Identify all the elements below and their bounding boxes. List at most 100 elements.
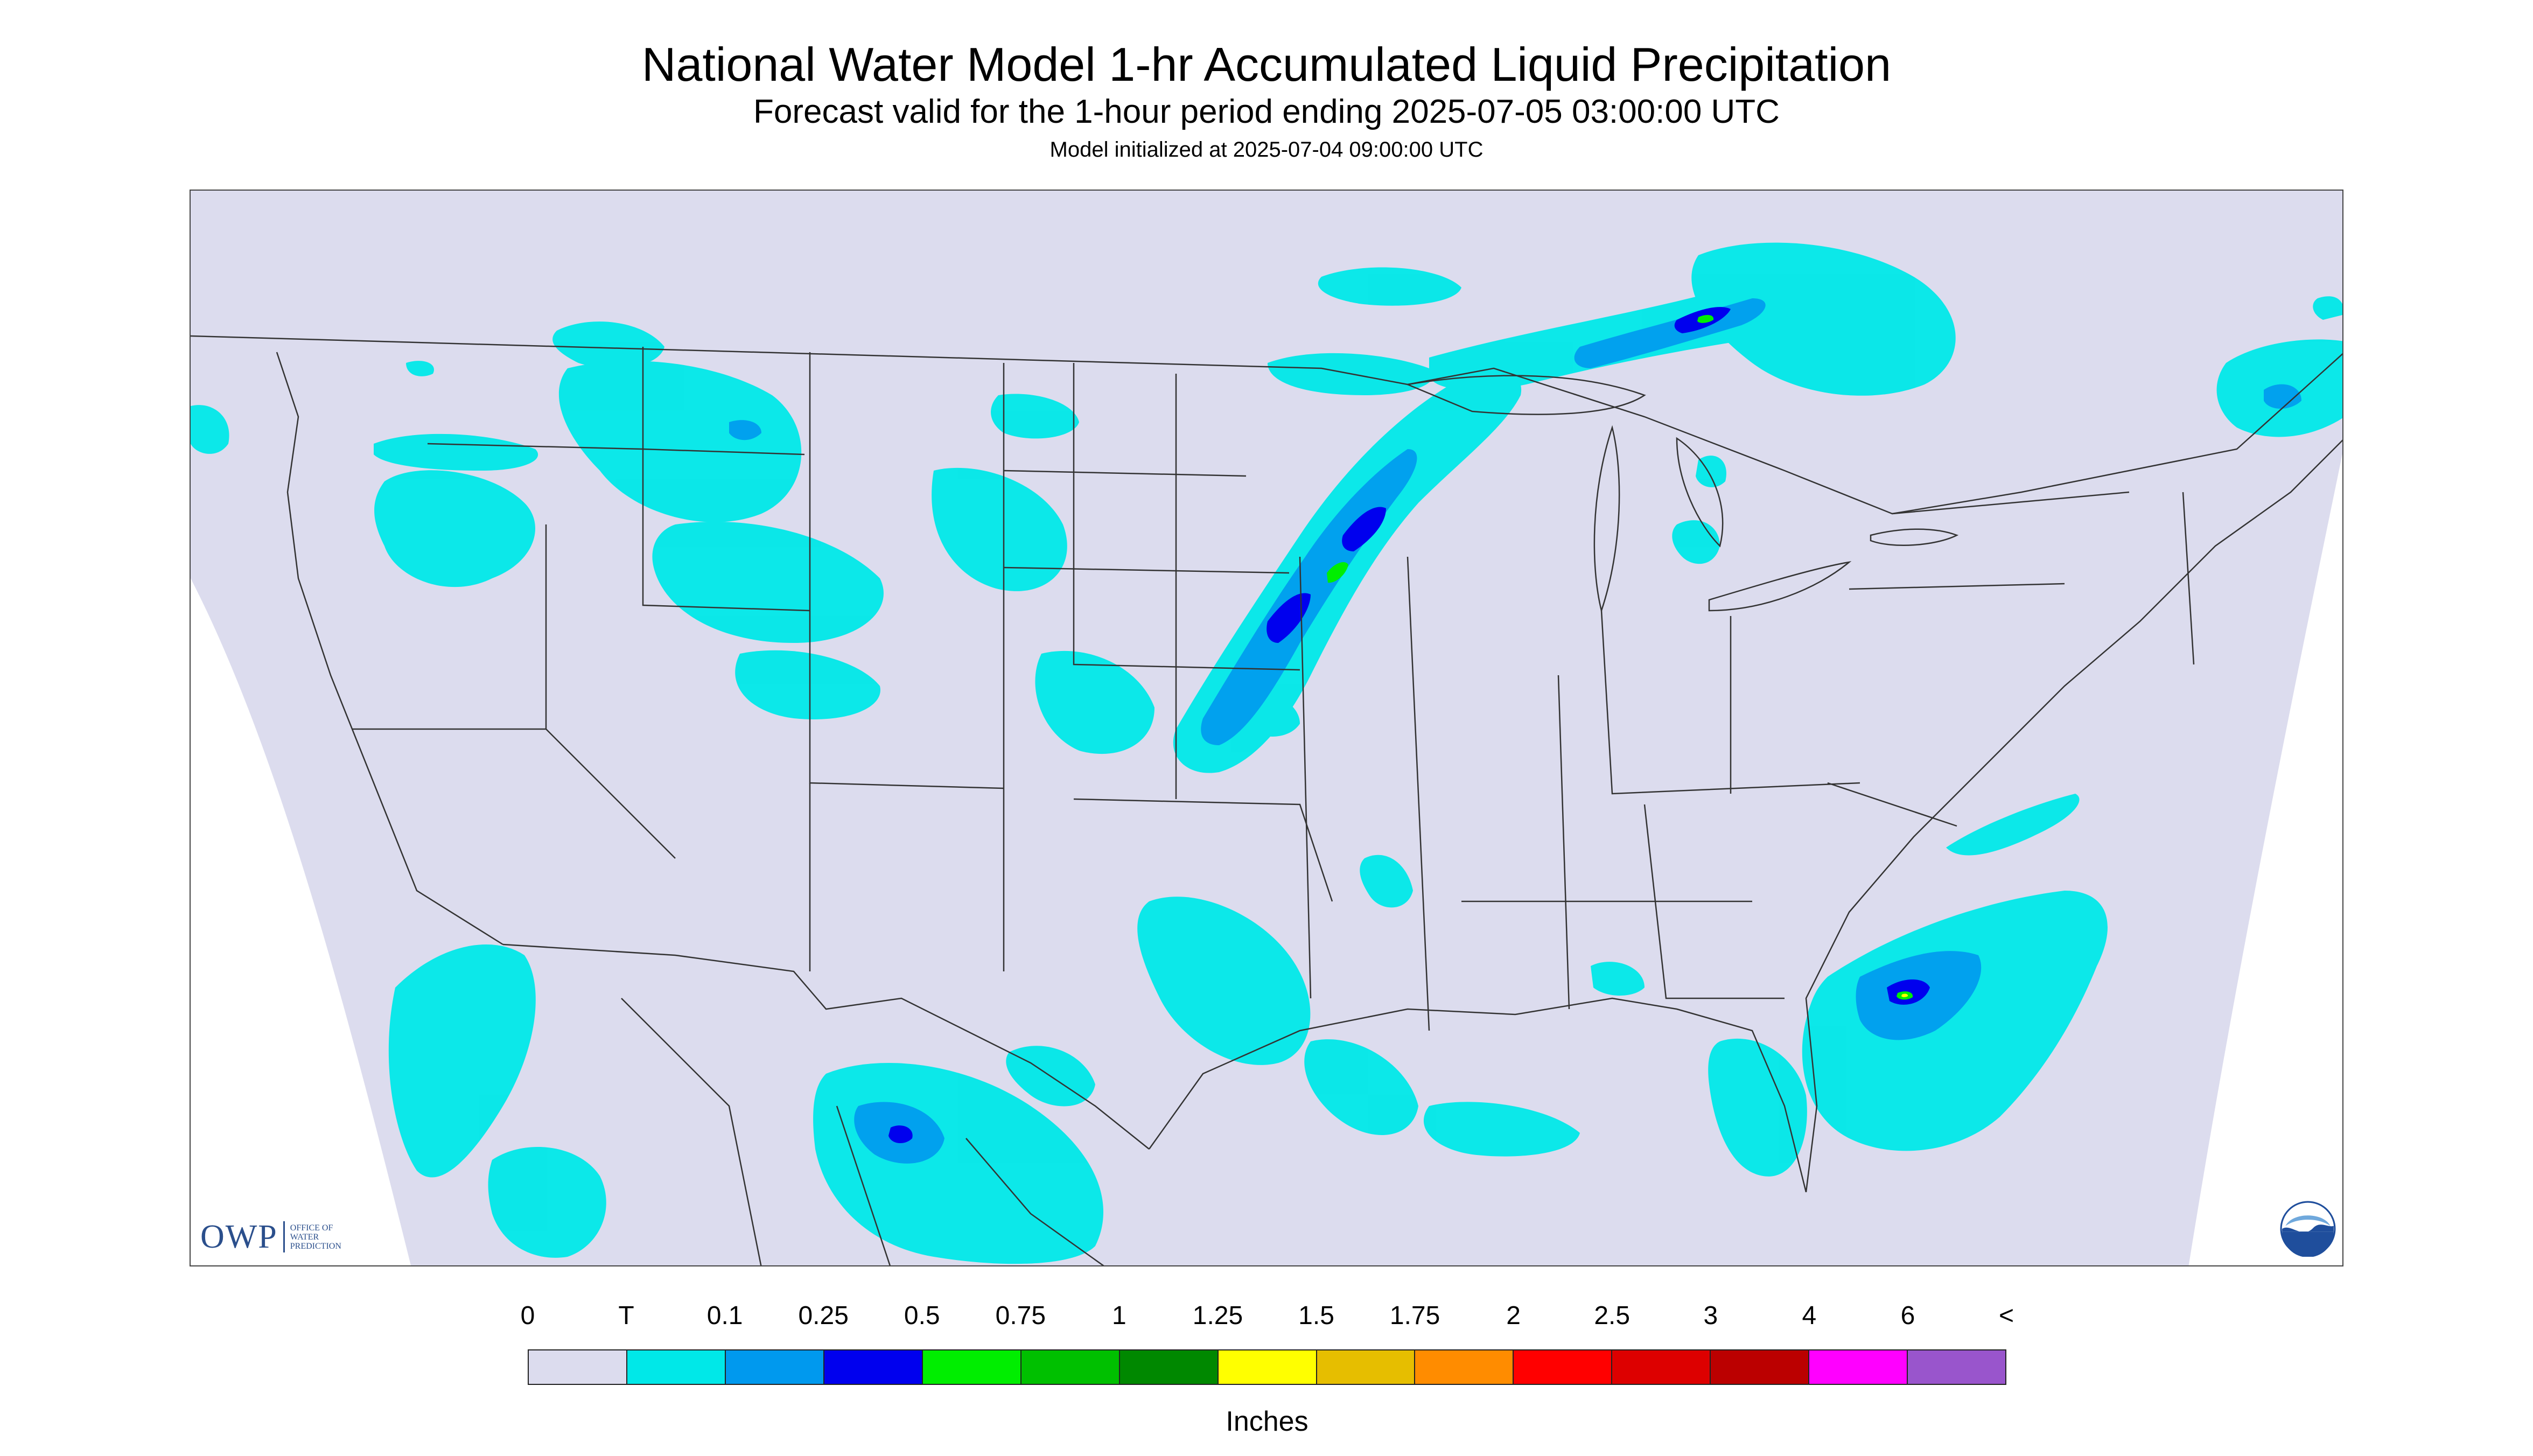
legend-label: <: [1998, 1301, 2014, 1330]
us-canada-border: [191, 335, 2342, 515]
state-line-8: [1003, 566, 1290, 574]
map-canvas: [191, 191, 2342, 1265]
state-line-18: [1827, 782, 1957, 827]
legend-label: 2.5: [1594, 1301, 1631, 1330]
precip-oregon-band: [374, 433, 538, 471]
state-line-10: [1299, 556, 1312, 999]
legend-swatch: [1612, 1350, 1711, 1384]
legend-swatch: [627, 1350, 726, 1384]
precip-gulf-east: [1423, 1102, 1580, 1157]
legend-swatch: [1711, 1350, 1810, 1384]
boundaries: [191, 335, 2342, 1265]
precip-extreme-atlantic: [1901, 993, 1908, 997]
legend-labels: 0 T 0.1 0.25 0.5 0.75 1 1.25 1.5 1.75 2 2.5 3 4 6 <: [521, 1300, 2014, 1338]
precip-oklahoma-texas: [1137, 897, 1311, 1065]
gulf-coastline: [1148, 997, 1807, 1193]
precip-pacific-swirl: [488, 1147, 606, 1258]
precip-gulf-coast: [1304, 1039, 1418, 1135]
precip-arkansas: [1360, 855, 1413, 908]
precip-ontario-blob: [1691, 242, 1956, 396]
legend-swatch: [1514, 1350, 1613, 1384]
legend-label: 0.25: [798, 1301, 849, 1330]
precip-florida: [1708, 1038, 1807, 1177]
precip-light-newengland: [2264, 384, 2301, 409]
mexico-line-3: [965, 1138, 1104, 1265]
precip-north-dakota: [991, 394, 1079, 439]
legend-label: 0: [520, 1301, 535, 1330]
precip-atlantic: [1802, 891, 2108, 1151]
legend-label: 1.5: [1298, 1301, 1334, 1330]
color-legend: 0 T 0.1 0.25 0.5 0.75 1 1.25 1.5 1.75 2 2.5 3 4 6 < Inc…: [521, 1300, 2014, 1440]
legend-label: 1: [1112, 1301, 1126, 1330]
precip-medium-frontal-1: [1266, 593, 1311, 643]
precip-montana-north: [552, 321, 664, 368]
legend-label: 0.1: [706, 1301, 743, 1330]
legend-swatch: [1809, 1350, 1908, 1384]
precip-alabama: [1591, 962, 1645, 996]
legend-label: 4: [1802, 1301, 1817, 1330]
legend-swatch: [1415, 1350, 1514, 1384]
legend-swatch: [1908, 1350, 2006, 1384]
legend-label: 3: [1703, 1301, 1718, 1330]
model-init-text: Model initialized at 2025-07-04 09:00:00…: [1049, 138, 1484, 162]
state-line-13: [1557, 675, 1570, 1010]
legend-swatch: [1218, 1350, 1317, 1384]
precip-medium-frontal-2: [1342, 507, 1386, 551]
precip-washington-spot: [406, 361, 434, 376]
legend-label: 2: [1506, 1301, 1521, 1330]
legend-units: Inches: [1226, 1406, 1309, 1437]
state-line-17: [1849, 583, 2065, 590]
lake-erie: [1708, 561, 1852, 612]
precip-quebec: [2313, 296, 2342, 320]
precip-ontario-north: [1318, 267, 1461, 306]
legend-label: T: [618, 1301, 634, 1330]
noaa-logo-icon: [2280, 1201, 2336, 1257]
precip-wyoming: [652, 521, 884, 643]
precip-heavy-superior: [1697, 314, 1714, 323]
owp-text-line: OFFICE OF: [290, 1223, 333, 1233]
state-line-23: [1892, 491, 2130, 515]
legend-label: 0.75: [995, 1301, 1046, 1330]
owp-mark: OWP: [200, 1218, 278, 1255]
owp-separator: [283, 1221, 285, 1252]
legend-swatch: [529, 1350, 627, 1384]
state-line-9: [1073, 798, 1333, 902]
owp-logo: OWP OFFICE OF WATER PREDICTION: [200, 1218, 341, 1256]
state-line-15: [1600, 610, 1860, 795]
forecast-valid-subtitle: Forecast valid for the 1-hour period end…: [753, 93, 1780, 130]
legend-bar: [528, 1349, 2006, 1385]
precip-colorado-utah: [735, 650, 880, 719]
owp-text-line: PREDICTION: [290, 1241, 341, 1251]
lake-ontario: [1870, 528, 1959, 546]
precip-light-idaho: [729, 420, 761, 440]
precipitation-map: [190, 190, 2343, 1266]
lake-huron: [1676, 437, 1724, 548]
legend-swatch: [1021, 1350, 1120, 1384]
state-line-7: [1003, 470, 1247, 477]
mexico-line-2: [836, 1105, 891, 1265]
us-mexico-border: [502, 943, 1150, 1150]
legend-swatch: [922, 1350, 1021, 1384]
legend-swatch: [725, 1350, 824, 1384]
legend-swatch: [824, 1350, 923, 1384]
precip-heavy-frontal: [1327, 562, 1348, 583]
legend-label: 1.25: [1192, 1301, 1243, 1330]
state-line-11: [1407, 556, 1430, 1031]
precip-extreme-areas: [1901, 993, 1908, 997]
precip-medium-mexico: [888, 1125, 913, 1144]
lake-superior: [1405, 375, 1646, 415]
owp-text: OFFICE OF WATER PREDICTION: [290, 1223, 341, 1251]
legend-label: 6: [1900, 1301, 1915, 1330]
precip-nebraska: [1035, 650, 1154, 754]
state-line-5: [1073, 363, 1300, 671]
map-title: National Water Model 1-hr Accumulated Li…: [641, 38, 1892, 91]
west-coastline: [276, 352, 503, 946]
legend-label: 1.75: [1389, 1301, 1440, 1330]
owp-text-line: WATER: [290, 1232, 319, 1242]
precip-south-dakota: [932, 467, 1067, 591]
mexico-line-1: [621, 998, 762, 1265]
state-line-2: [642, 347, 810, 612]
precip-idaho-montana: [558, 361, 802, 522]
legend-swatch: [1317, 1350, 1416, 1384]
precip-coastal-nw: [191, 405, 229, 454]
